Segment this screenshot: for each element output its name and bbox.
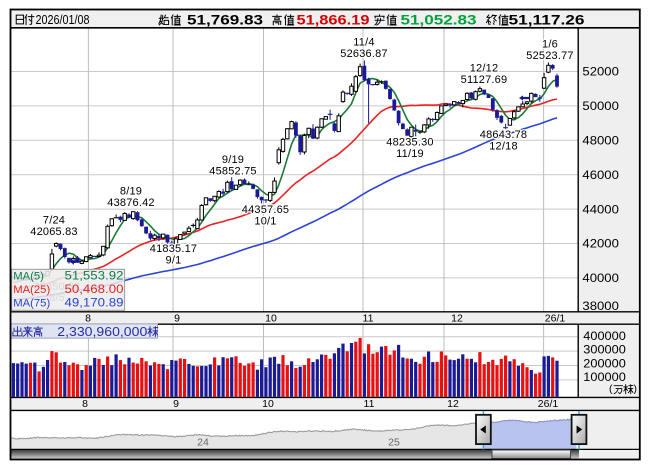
svg-text:11: 11 — [363, 312, 374, 324]
svg-text:12: 12 — [447, 398, 459, 410]
svg-text:48000: 48000 — [582, 134, 619, 148]
svg-text:11/4: 11/4 — [353, 37, 374, 49]
svg-text:43876.42: 43876.42 — [107, 197, 154, 209]
svg-text:400000: 400000 — [583, 329, 626, 343]
svg-text:8: 8 — [85, 312, 91, 324]
svg-text:9: 9 — [173, 398, 179, 410]
svg-text:52523.77: 52523.77 — [526, 50, 573, 62]
svg-text:40000: 40000 — [582, 271, 619, 285]
svg-text:11: 11 — [364, 398, 375, 410]
svg-text:): ) — [634, 383, 638, 395]
svg-text:8: 8 — [82, 398, 88, 410]
svg-text:50000: 50000 — [582, 99, 619, 113]
svg-text:9: 9 — [174, 312, 180, 324]
svg-text:MA(5): MA(5) — [13, 270, 44, 282]
svg-text:51127.69: 51127.69 — [461, 74, 508, 86]
svg-text:51,866.19: 51,866.19 — [297, 13, 370, 29]
svg-text:12: 12 — [451, 312, 463, 324]
svg-text:MA(25): MA(25) — [13, 284, 50, 296]
svg-text:50,468.00: 50,468.00 — [65, 282, 124, 296]
svg-text:9/1: 9/1 — [166, 255, 182, 267]
svg-text:10: 10 — [262, 398, 274, 410]
svg-text:12/18: 12/18 — [489, 141, 518, 153]
svg-text:41835.17: 41835.17 — [150, 243, 197, 255]
svg-text:MA(75): MA(75) — [13, 298, 50, 310]
svg-text:49,170.89: 49,170.89 — [65, 296, 124, 310]
svg-text:(: ( — [609, 383, 613, 395]
svg-text:24: 24 — [197, 437, 209, 449]
svg-text:2026/01/08: 2026/01/08 — [36, 12, 90, 27]
svg-text:10/1: 10/1 — [254, 216, 276, 228]
svg-text:51,553.92: 51,553.92 — [65, 268, 124, 282]
svg-text:48643.78: 48643.78 — [480, 129, 527, 141]
svg-text:10: 10 — [265, 312, 277, 324]
svg-text:1/6: 1/6 — [542, 39, 558, 51]
svg-text:51,769.83: 51,769.83 — [187, 13, 263, 29]
svg-text:2,330,960,000: 2,330,960,000 — [57, 324, 147, 339]
svg-text:52000: 52000 — [582, 65, 619, 79]
svg-text:25: 25 — [388, 437, 400, 449]
svg-text:38000: 38000 — [582, 299, 619, 313]
svg-text:42000: 42000 — [582, 237, 619, 251]
svg-text:8/19: 8/19 — [120, 186, 142, 198]
svg-text:48235.30: 48235.30 — [386, 137, 433, 149]
svg-text:46000: 46000 — [582, 168, 619, 182]
svg-text:7/24: 7/24 — [43, 214, 65, 226]
svg-text:42065.83: 42065.83 — [30, 226, 77, 238]
svg-text:44000: 44000 — [582, 202, 619, 216]
svg-text:9/19: 9/19 — [222, 154, 244, 166]
svg-text:26/1: 26/1 — [538, 398, 559, 410]
svg-text:52636.87: 52636.87 — [340, 48, 387, 60]
svg-text:44357.65: 44357.65 — [242, 204, 289, 216]
svg-text:100000: 100000 — [583, 370, 626, 384]
svg-text:11/19: 11/19 — [396, 148, 424, 160]
svg-text:26/1: 26/1 — [545, 312, 566, 324]
svg-text:12/12: 12/12 — [470, 63, 499, 75]
svg-text:300000: 300000 — [583, 343, 626, 357]
svg-text:51,052.83: 51,052.83 — [401, 13, 477, 29]
svg-text:45852.75: 45852.75 — [209, 166, 256, 178]
svg-text:51,117.26: 51,117.26 — [509, 13, 585, 29]
svg-text:200000: 200000 — [583, 356, 626, 370]
